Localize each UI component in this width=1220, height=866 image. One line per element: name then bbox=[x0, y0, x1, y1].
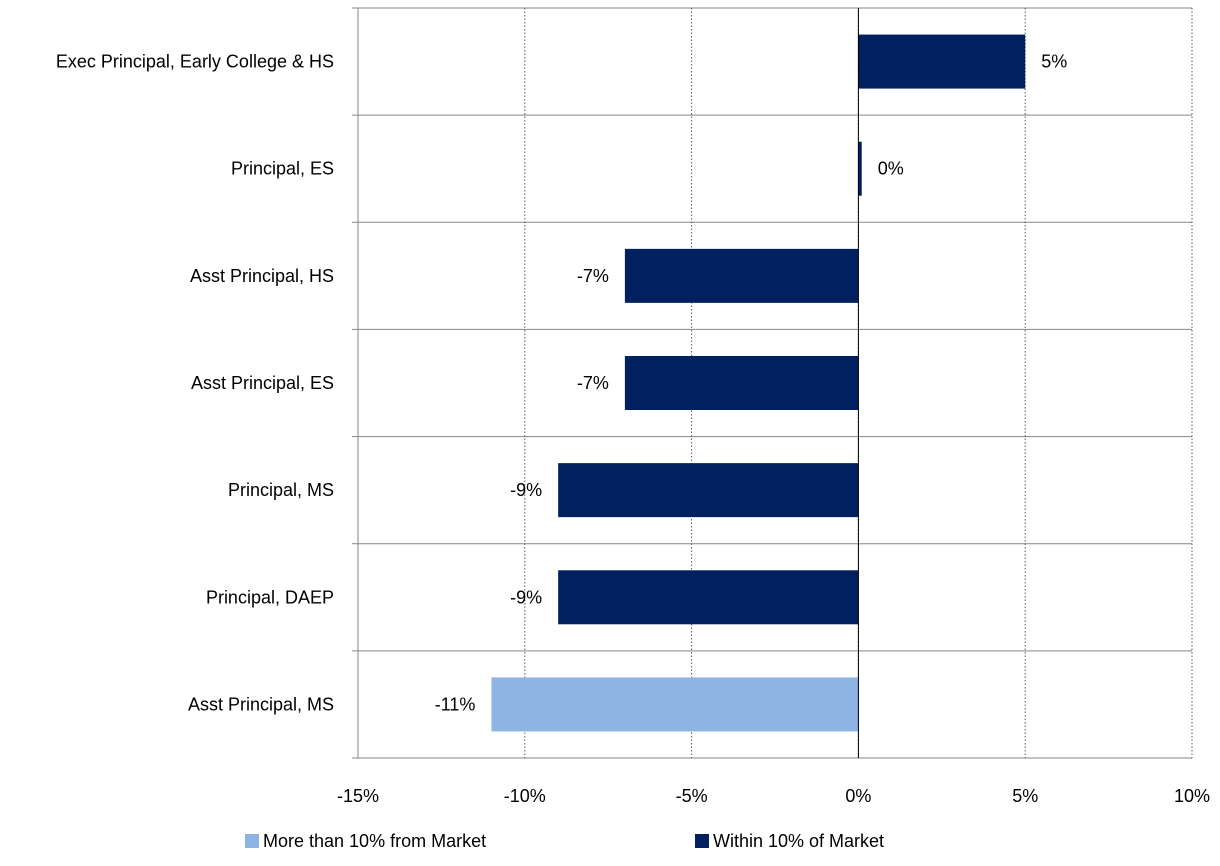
x-tick-label: -10% bbox=[504, 786, 546, 806]
legend-label: Within 10% of Market bbox=[713, 831, 884, 851]
category-label: Exec Principal, Early College & HS bbox=[56, 52, 334, 72]
labels: Exec Principal, Early College & HS Princi… bbox=[56, 52, 1210, 806]
bar bbox=[558, 570, 859, 625]
bar bbox=[491, 677, 859, 732]
data-label: -7% bbox=[577, 373, 609, 393]
data-label: -9% bbox=[510, 587, 542, 607]
legend: More than 10% from Market Within 10% of M… bbox=[245, 831, 884, 851]
category-label: Asst Principal, MS bbox=[188, 694, 334, 714]
x-tick-label: 5% bbox=[1012, 786, 1038, 806]
data-label: -7% bbox=[577, 266, 609, 286]
legend-swatch bbox=[695, 834, 709, 848]
category-label: Principal, DAEP bbox=[206, 587, 334, 607]
data-label: -9% bbox=[510, 480, 542, 500]
bar bbox=[624, 356, 859, 410]
data-label: -11% bbox=[435, 694, 476, 714]
category-label: Principal, ES bbox=[231, 159, 334, 179]
axes bbox=[352, 7, 859, 759]
x-tick-label: 10% bbox=[1174, 786, 1210, 806]
legend-label: More than 10% from Market bbox=[263, 831, 486, 851]
bar bbox=[624, 248, 859, 303]
data-label: 0% bbox=[878, 159, 904, 179]
category-label: Asst Principal, HS bbox=[190, 266, 334, 286]
x-tick-label: -5% bbox=[676, 786, 708, 806]
data-label: 5% bbox=[1041, 52, 1067, 72]
bar bbox=[858, 34, 1026, 89]
category-label: Asst Principal, ES bbox=[191, 373, 334, 393]
legend-swatch bbox=[245, 834, 259, 848]
x-tick-label: 0% bbox=[845, 786, 871, 806]
bars bbox=[491, 34, 1026, 732]
x-tick-label: -15% bbox=[337, 786, 379, 806]
bar bbox=[858, 141, 862, 196]
bar bbox=[558, 463, 859, 518]
category-label: Principal, MS bbox=[228, 480, 334, 500]
